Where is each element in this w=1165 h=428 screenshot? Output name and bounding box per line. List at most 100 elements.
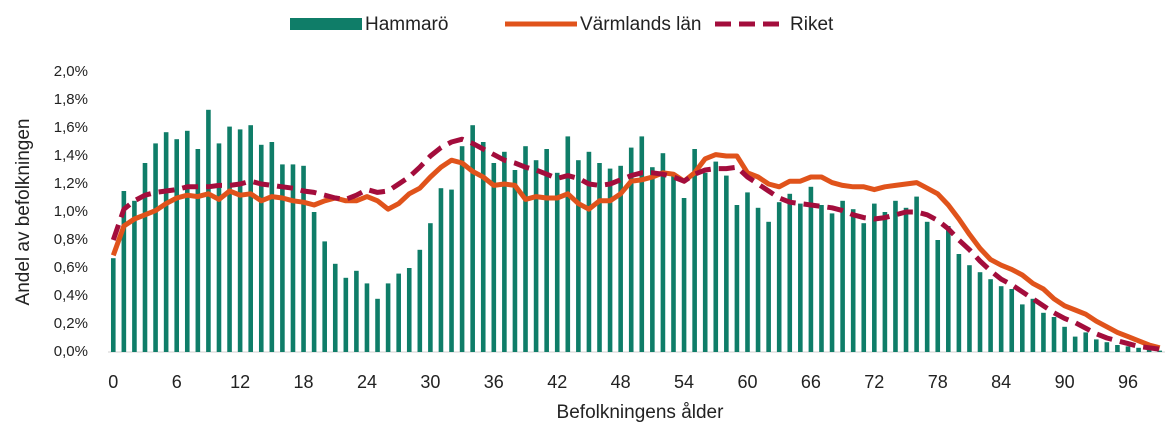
bar [470,125,475,352]
bar [280,164,285,352]
bar [1083,332,1089,352]
bar [406,268,412,352]
x-tick-label: 42 [547,372,567,392]
bar [385,283,391,352]
y-tick-label: 0,8% [54,231,88,248]
bar [618,165,623,352]
bar [702,172,708,352]
bar [650,167,655,352]
bar [206,109,211,352]
x-tick-label: 36 [484,372,504,392]
x-tick-label: 90 [1055,372,1075,392]
x-axis-title: Befolkningens ålder [557,402,725,423]
bar [533,160,539,352]
bar [343,277,349,352]
bar [893,200,898,352]
bar [227,126,232,352]
bar [967,265,972,352]
bar [1093,339,1099,352]
y-axis-title: Andel av befolkningen [13,119,34,306]
legend-label: Riket [790,14,834,35]
bar [977,272,983,352]
bar [829,213,835,352]
bar [269,142,275,352]
bar [914,196,919,352]
bar [1072,336,1078,352]
bar [301,165,306,352]
x-tick-label: 48 [611,372,631,392]
bar [184,130,190,352]
bar [110,258,116,352]
x-tick-label: 6 [172,372,182,392]
y-tick-label: 0,4% [54,287,88,304]
bar [502,151,507,352]
bar [1146,349,1152,352]
bar [1041,312,1046,352]
bar [396,273,401,352]
y-tick-label: 0,0% [54,343,88,360]
legend-swatch [290,18,362,30]
x-tick-label: 24 [357,372,377,392]
bar [861,223,867,352]
bar [850,209,856,352]
bar [628,147,634,352]
bar [1020,304,1025,352]
bar [1104,342,1110,352]
bar [671,174,676,352]
bar [311,212,317,352]
bar [417,249,423,352]
bar [216,143,222,352]
bar [153,143,158,352]
bar [576,160,581,352]
bar [174,139,180,352]
x-tick-label: 0 [108,372,118,392]
legend-label: Värmlands län [580,14,701,35]
y-tick-label: 2,0% [54,63,88,80]
x-tick-label: 12 [230,372,250,392]
legend-label: Hammarö [365,14,448,35]
bar [1051,317,1057,352]
bar [607,168,613,352]
bar [639,136,645,352]
y-tick-label: 0,2% [54,315,88,332]
y-tick-label: 1,6% [54,119,88,136]
bar [428,223,433,352]
x-tick-label: 78 [928,372,948,392]
y-tick-label: 1,0% [54,203,88,220]
bar [354,270,359,352]
bar [745,192,750,352]
bar [681,198,687,352]
bar [237,129,243,352]
x-tick-label: 18 [294,372,314,392]
x-tick-label: 84 [991,372,1011,392]
bar [163,132,169,352]
bar [734,205,740,352]
bar [776,202,782,352]
bar [449,189,454,352]
bar [724,175,729,352]
bar [491,163,497,352]
bar [755,207,761,352]
bar [660,153,666,352]
bar [946,226,951,352]
bar [903,207,909,352]
bar [459,146,465,352]
x-tick-label: 30 [420,372,440,392]
bar [586,151,592,352]
bar [565,136,571,352]
bar [195,149,201,352]
bar [523,146,528,352]
bar [375,298,380,352]
x-tick-label: 54 [674,372,694,392]
bar [840,200,845,352]
y-tick-label: 1,8% [54,91,88,108]
bar [798,203,803,352]
bar [713,161,719,352]
x-tick-label: 60 [737,372,757,392]
y-tick-label: 1,2% [54,175,88,192]
bar [290,164,296,352]
bar [819,205,824,352]
bar [956,254,962,352]
bar [988,279,993,352]
bar [544,149,549,352]
